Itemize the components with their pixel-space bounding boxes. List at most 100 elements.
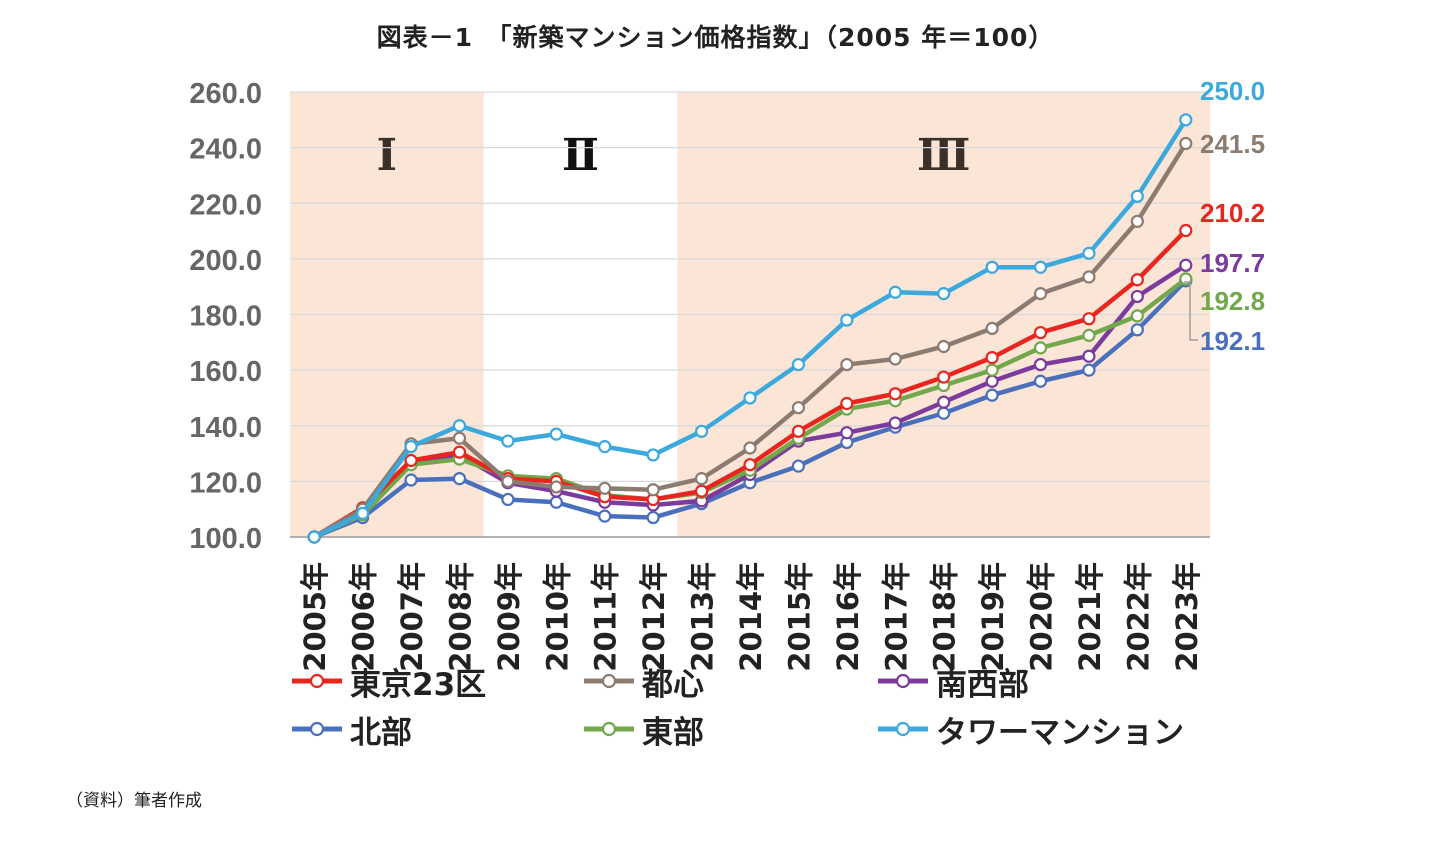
legend-label: 東部 xyxy=(642,714,704,751)
data-point xyxy=(1082,349,1096,363)
legend-item: 東京23区 xyxy=(290,664,486,703)
data-point xyxy=(404,440,418,454)
legend-item: 北部 xyxy=(290,712,412,751)
data-point xyxy=(937,287,951,301)
data-point xyxy=(985,351,999,365)
data-point xyxy=(694,424,709,438)
data-point xyxy=(549,427,563,441)
x-tick-label: 2007年 xyxy=(395,562,429,672)
y-tick-label: 260.0 xyxy=(189,78,262,110)
data-point xyxy=(404,453,418,468)
data-point xyxy=(791,357,806,372)
x-tick-label: 2016年 xyxy=(831,562,865,672)
data-point xyxy=(985,321,999,336)
y-tick-label: 200.0 xyxy=(189,245,262,277)
data-point xyxy=(985,374,999,388)
data-point xyxy=(1082,270,1096,284)
data-point xyxy=(1082,363,1096,377)
end-value-label: 250.0 xyxy=(1200,76,1265,106)
legend-swatch xyxy=(584,673,634,689)
data-point xyxy=(1033,260,1048,274)
source-note: （資料）筆者作成 xyxy=(66,791,202,811)
x-tick-label: 2020年 xyxy=(1025,562,1059,672)
data-point xyxy=(888,387,902,401)
data-point xyxy=(985,388,999,402)
x-tick-label: 2014年 xyxy=(734,562,768,672)
x-tick-label: 2011年 xyxy=(589,562,623,672)
data-point xyxy=(840,396,854,411)
data-point xyxy=(501,474,515,488)
end-value-label: 210.2 xyxy=(1200,198,1265,228)
x-tick-label: 2009年 xyxy=(492,562,526,672)
data-point xyxy=(404,473,418,487)
data-point xyxy=(1033,341,1048,355)
x-tick-label: 2017年 xyxy=(879,562,913,672)
legend-label: 東京23区 xyxy=(350,666,487,703)
x-tick-label: 2005年 xyxy=(298,562,332,672)
data-point xyxy=(1082,246,1096,260)
data-point xyxy=(985,363,999,377)
data-point xyxy=(1033,357,1048,372)
data-point xyxy=(791,459,806,473)
legend-item: 南西部 xyxy=(876,664,1029,703)
chart-title: 図表－1 「新築マンション価格指数」（2005 年＝100） xyxy=(376,23,1055,52)
data-point xyxy=(791,424,806,438)
legend-swatch xyxy=(878,721,928,737)
x-tick-label: 2018年 xyxy=(928,562,962,672)
data-point xyxy=(307,530,321,544)
period-label: Ⅲ xyxy=(917,130,971,181)
legend-item: 都心 xyxy=(582,664,704,703)
data-point xyxy=(1130,289,1144,304)
y-tick-label: 160.0 xyxy=(189,356,262,388)
data-point xyxy=(1179,258,1193,272)
x-tick-label: 2023年 xyxy=(1170,562,1204,672)
data-point xyxy=(1033,287,1048,301)
leader-line xyxy=(1184,281,1198,341)
y-tick-label: 220.0 xyxy=(189,189,262,221)
end-value-label: 241.5 xyxy=(1200,129,1265,159)
data-point xyxy=(1179,113,1193,127)
data-point xyxy=(791,401,806,415)
legend-label: タワーマンション xyxy=(936,714,1184,751)
x-tick-label: 2021年 xyxy=(1073,562,1107,672)
data-point xyxy=(452,471,467,486)
x-tick-label: 2015年 xyxy=(782,562,816,672)
data-point xyxy=(452,445,467,459)
period-label: Ⅰ xyxy=(377,130,398,181)
data-point xyxy=(937,339,951,354)
data-point xyxy=(888,352,902,366)
data-point xyxy=(452,431,467,445)
data-point xyxy=(840,313,854,327)
data-point xyxy=(937,370,951,384)
legend-swatch xyxy=(292,721,342,737)
y-tick-label: 140.0 xyxy=(189,412,262,444)
data-point xyxy=(549,480,563,494)
data-point xyxy=(501,434,515,448)
x-tick-label: 2006年 xyxy=(347,562,381,672)
y-tick-label: 100.0 xyxy=(189,523,262,555)
legend-swatch xyxy=(584,721,634,737)
x-tick-label: 2012年 xyxy=(637,562,671,672)
end-value-label: 192.1 xyxy=(1200,326,1265,356)
y-tick-label: 120.0 xyxy=(189,467,262,499)
data-point xyxy=(598,440,612,454)
data-point xyxy=(1130,309,1144,323)
legend-label: 都心 xyxy=(642,666,704,703)
end-value-label: 192.8 xyxy=(1200,286,1265,316)
series-6 xyxy=(307,113,1193,544)
x-tick-label: 2019年 xyxy=(976,562,1010,672)
data-point xyxy=(743,441,757,455)
data-point xyxy=(694,471,709,486)
legend-swatch xyxy=(292,673,342,689)
data-point xyxy=(1130,273,1144,287)
data-point xyxy=(1130,189,1144,203)
legend-item: タワーマンション xyxy=(876,712,1184,751)
legend-label: 北部 xyxy=(350,714,412,751)
data-point xyxy=(1033,374,1048,388)
data-point xyxy=(549,495,563,509)
data-point xyxy=(937,406,951,420)
data-point xyxy=(646,510,660,525)
data-point xyxy=(937,395,951,409)
y-tick-label: 180.0 xyxy=(189,301,262,333)
legend-item: 東部 xyxy=(582,712,704,751)
